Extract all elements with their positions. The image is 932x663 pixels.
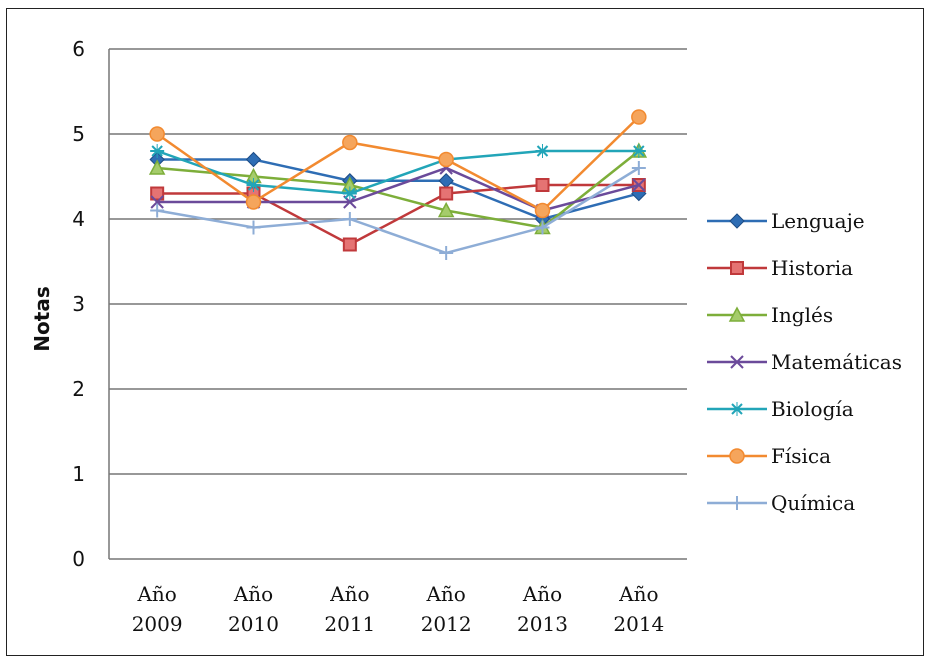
series-line	[156, 166, 640, 255]
data-point	[437, 201, 455, 218]
data-point	[535, 144, 550, 158]
y-tick-label: 5	[72, 122, 85, 146]
series-lines	[148, 109, 648, 260]
x-tick-label: 2011	[324, 612, 375, 636]
x-tick-label: Año	[618, 582, 658, 606]
data-point	[730, 496, 744, 510]
data-point	[342, 212, 357, 226]
x-tick-label: 2010	[228, 612, 279, 636]
data-point	[730, 355, 744, 369]
data-point	[148, 159, 166, 175]
legend-label: Biología	[771, 397, 854, 421]
data-point	[728, 306, 746, 322]
x-tick-label: 2009	[132, 612, 183, 636]
data-point	[535, 178, 550, 192]
legend-label: Física	[771, 444, 831, 468]
series-lenguaje	[149, 151, 647, 227]
legend-label: Historia	[771, 256, 853, 280]
x-axis-ticks: Año 2009 Año 2010 Año 2011 Año 2012 Año 2013 Año 20…	[132, 582, 665, 636]
gridlines	[108, 48, 687, 560]
y-axis-title: Notas	[30, 286, 54, 351]
data-point	[342, 134, 358, 151]
x-tick-label: Año	[233, 582, 273, 606]
x-tick-label: Año	[329, 582, 369, 606]
series-line	[157, 183, 639, 246]
data-point	[729, 213, 745, 229]
data-point	[439, 186, 454, 201]
legend-entry: Química	[707, 491, 855, 515]
y-tick-label: 0	[72, 547, 85, 571]
data-point	[439, 246, 454, 260]
legend: Lenguaje Historia Inglés Matemáticas Biologí…	[707, 209, 902, 515]
y-axis-ticks: 0 1 2 3 4 5 6	[72, 37, 85, 571]
data-point	[729, 448, 745, 464]
x-tick-label: Año	[425, 582, 465, 606]
data-point	[245, 151, 262, 168]
data-point	[342, 186, 357, 201]
data-point	[534, 202, 551, 219]
legend-label: Matemáticas	[771, 350, 902, 374]
legend-entry: Historia	[707, 256, 853, 280]
x-tick-label: 2014	[613, 612, 664, 636]
y-tick-label: 2	[72, 377, 85, 401]
series-quimica	[150, 161, 646, 260]
legend-entry: Inglés	[707, 303, 833, 327]
data-point	[245, 194, 262, 210]
legend-entry: Matemáticas	[707, 350, 902, 374]
legend-label: Inglés	[771, 303, 833, 327]
x-tick-label: Año	[136, 582, 176, 606]
x-tick-label: 2012	[421, 612, 472, 636]
line-chart: 0 1 2 3 4 5 6 Año 2009 Año 2010 Año 2011 Año 2012 Año 2…	[30, 37, 902, 636]
series-fisica	[149, 109, 647, 219]
data-point	[438, 173, 454, 189]
y-tick-label: 4	[72, 207, 85, 231]
data-point	[631, 161, 646, 175]
data-point	[150, 195, 164, 209]
y-tick-label: 3	[72, 292, 85, 316]
series-matematicas	[150, 161, 646, 218]
data-point	[149, 126, 165, 142]
y-tick-label: 6	[72, 37, 85, 61]
data-point	[246, 220, 261, 235]
data-point	[246, 178, 261, 192]
data-point	[342, 237, 357, 252]
legend-entry: Física	[707, 444, 831, 468]
series-line	[157, 158, 640, 221]
data-point	[150, 186, 165, 201]
series-line	[156, 149, 639, 195]
data-point	[631, 109, 647, 125]
data-point	[150, 203, 165, 218]
series-line	[156, 116, 640, 213]
legend-label: Lenguaje	[771, 209, 865, 233]
data-point	[438, 151, 454, 168]
legend-label: Química	[771, 491, 855, 515]
series-line	[157, 150, 640, 229]
data-point	[150, 144, 165, 158]
series-biologia	[150, 144, 646, 201]
data-point	[631, 144, 646, 158]
legend-entry: Lenguaje	[707, 209, 865, 233]
x-tick-label: Año	[522, 582, 562, 606]
legend-entry: Biología	[707, 397, 854, 421]
chart-frame: 0 1 2 3 4 5 6 Año 2009 Año 2010 Año 2011 Año 2012 Año 2…	[6, 8, 924, 656]
y-tick-label: 1	[72, 462, 85, 486]
series-historia	[150, 178, 646, 252]
data-point	[632, 178, 646, 192]
series-line	[157, 166, 640, 212]
data-point	[730, 402, 744, 416]
x-tick-label: 2013	[517, 612, 568, 636]
data-point	[535, 220, 550, 235]
data-point	[730, 261, 744, 275]
